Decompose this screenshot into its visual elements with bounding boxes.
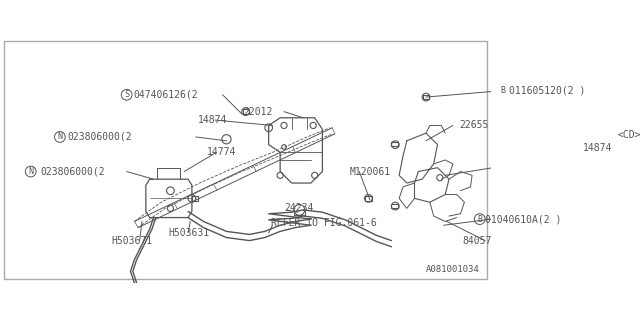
Text: N: N xyxy=(58,132,62,141)
Text: N: N xyxy=(28,167,33,176)
Text: 01040610A(2 ): 01040610A(2 ) xyxy=(485,214,561,224)
Text: B: B xyxy=(500,86,505,95)
Text: <CD>: <CD> xyxy=(618,131,640,140)
Bar xyxy=(423,95,429,100)
Text: M120061: M120061 xyxy=(349,166,390,177)
Text: B: B xyxy=(477,215,482,224)
Text: H503631: H503631 xyxy=(169,228,210,238)
Text: 22012: 22012 xyxy=(243,107,273,117)
Text: 047406126(2: 047406126(2 xyxy=(134,90,198,100)
Bar xyxy=(192,196,198,201)
Text: 011605120(2 ): 011605120(2 ) xyxy=(509,86,585,96)
Text: 14774: 14774 xyxy=(207,147,237,157)
Text: 14874: 14874 xyxy=(198,115,227,125)
Text: S: S xyxy=(124,90,129,99)
Text: 84057: 84057 xyxy=(463,236,492,245)
Text: 023806000(2: 023806000(2 xyxy=(41,166,106,177)
Text: 023806000(2: 023806000(2 xyxy=(68,132,132,142)
Text: H503671: H503671 xyxy=(111,236,152,245)
Text: 24234: 24234 xyxy=(284,203,314,212)
Text: 14874: 14874 xyxy=(583,143,612,154)
Bar xyxy=(243,109,249,114)
Bar xyxy=(365,196,371,201)
Text: REFER TO FIG.061-6: REFER TO FIG.061-6 xyxy=(271,218,377,228)
Bar xyxy=(392,141,397,146)
Text: 22655: 22655 xyxy=(459,120,488,131)
Text: A081001034: A081001034 xyxy=(426,265,480,274)
Bar xyxy=(392,204,397,208)
